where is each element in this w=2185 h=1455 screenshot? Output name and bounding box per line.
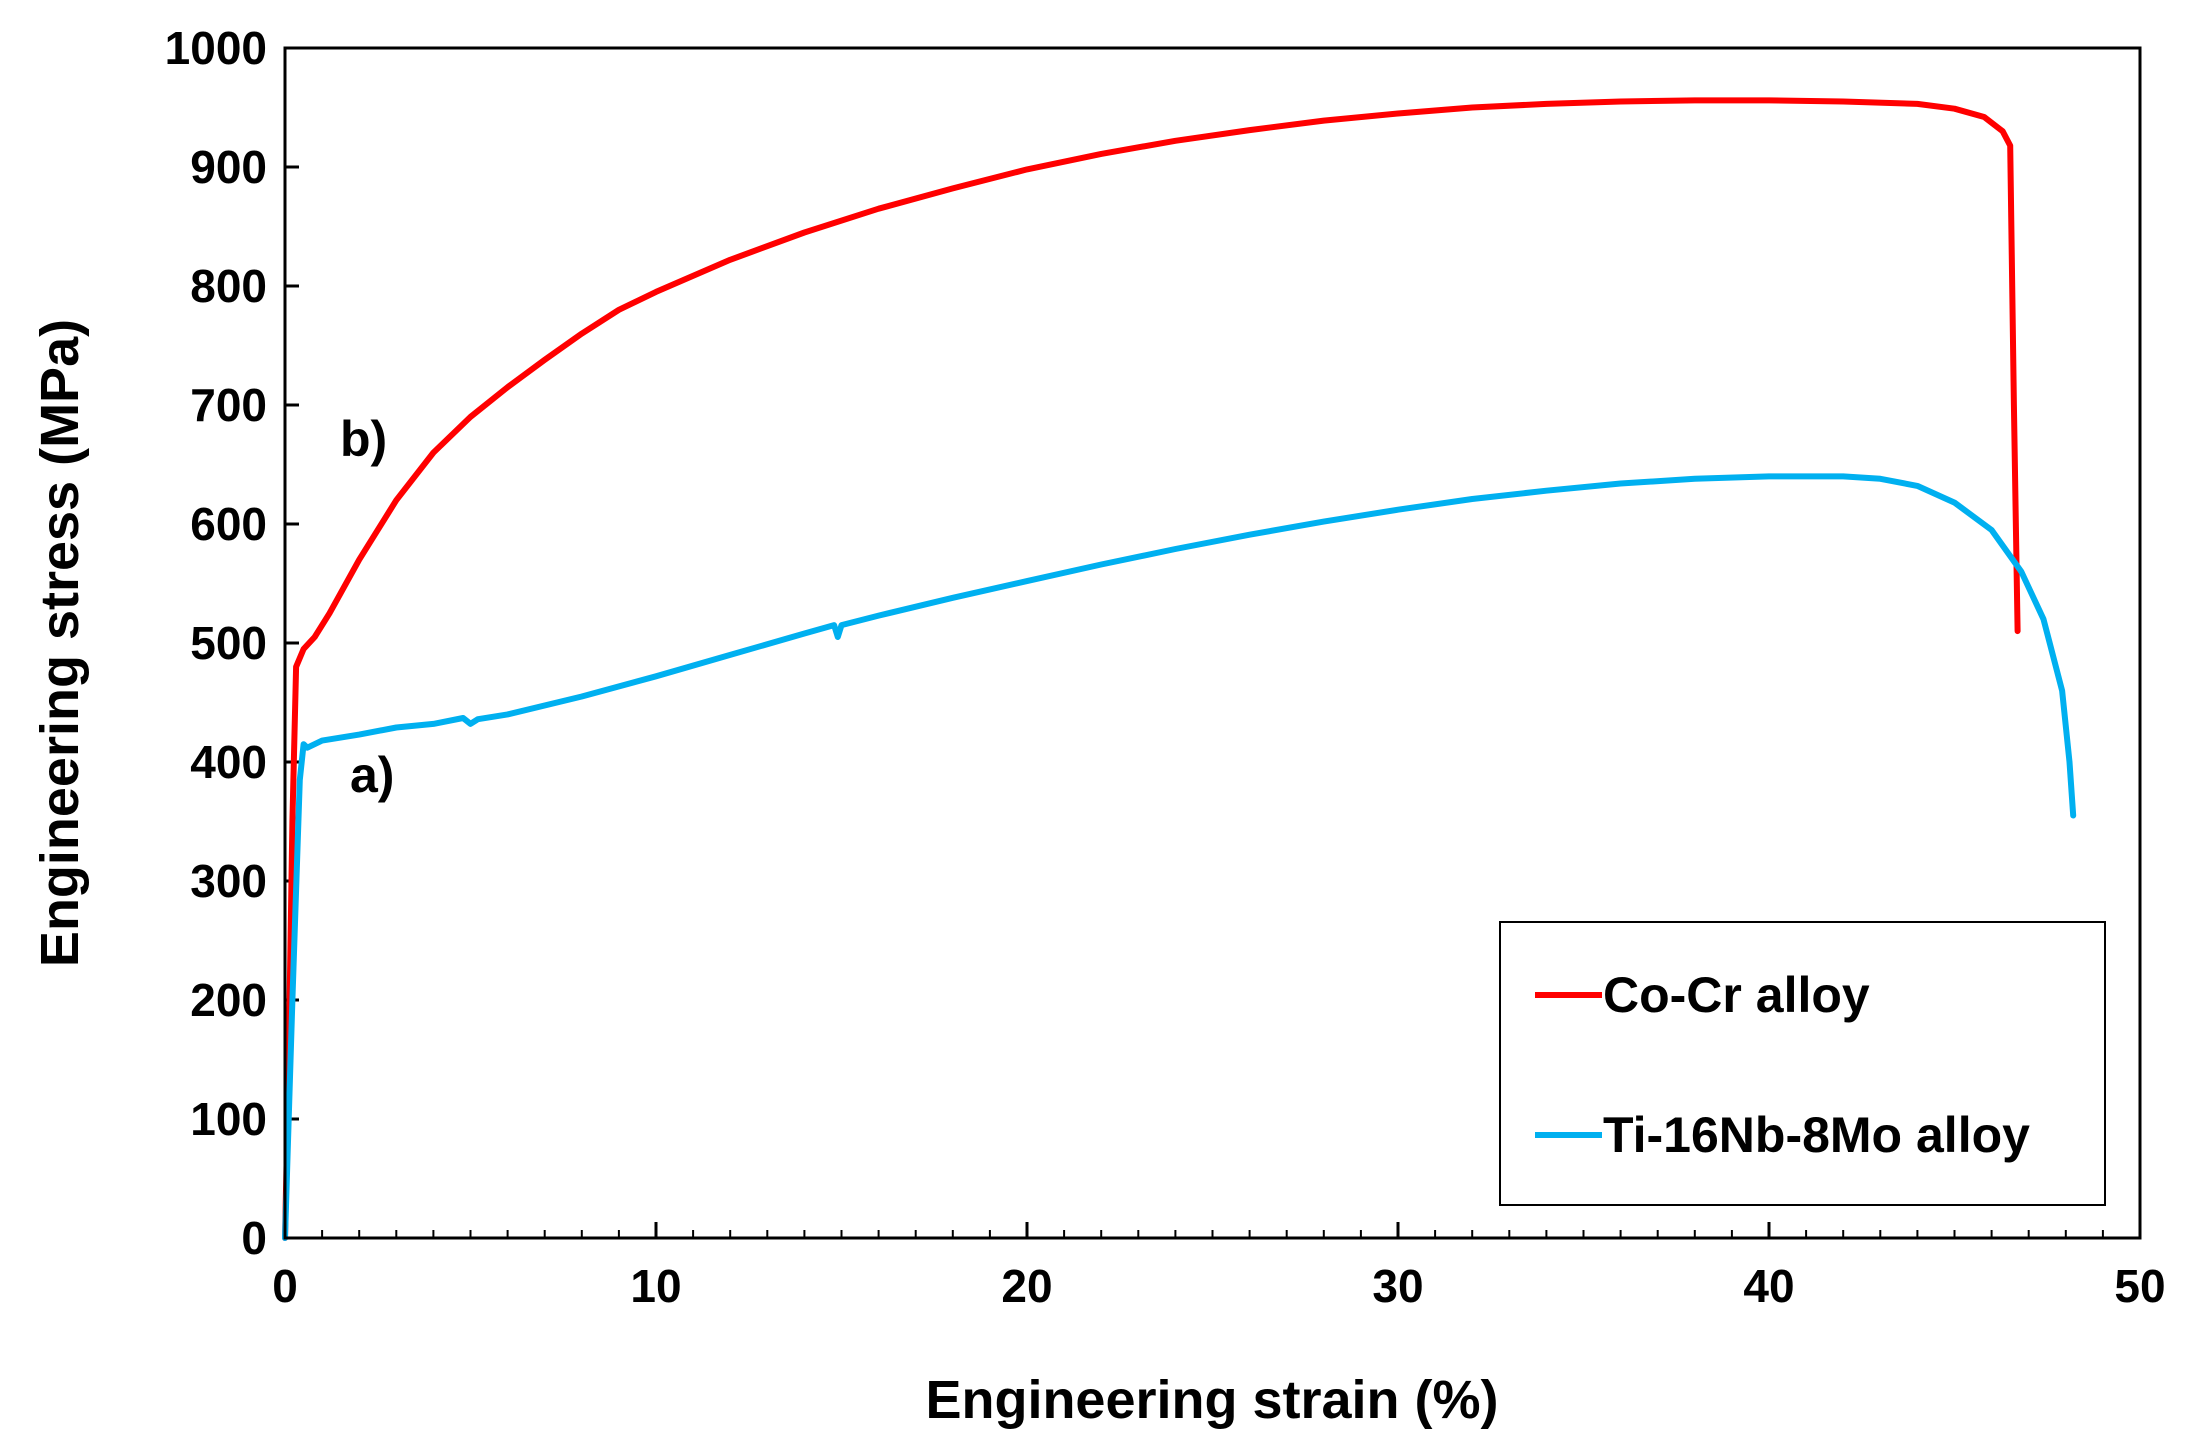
- plot-area-frame: [283, 46, 2142, 1240]
- legend-label-co-cr: Co-Cr alloy: [1603, 967, 1870, 1023]
- y-tick-label: 100: [190, 1093, 267, 1145]
- x-tick-label: 30: [1372, 1260, 1423, 1312]
- series-line-ti-nb-mo: [282, 473, 2077, 1241]
- x-tick-label: 40: [1743, 1260, 1794, 1312]
- ticks-layer: 0 100 200 300 400 500 600 700 800 900 1000 0 10 20 30 4…: [165, 22, 2166, 1312]
- series-line-co-cr: [282, 97, 2021, 1241]
- legend-box: [1499, 921, 2106, 1206]
- y-tick-label: 400: [190, 736, 267, 788]
- x-tick-label: 10: [630, 1260, 681, 1312]
- y-tick-label: 500: [190, 617, 267, 669]
- annotation-b: b): [340, 411, 387, 467]
- legend-label-ti-nb-mo: Ti-16Nb-8Mo alloy: [1603, 1107, 2030, 1163]
- y-tick-label: 900: [190, 141, 267, 193]
- y-tick-label: 1000: [165, 22, 267, 74]
- y-tick-label: 200: [190, 974, 267, 1026]
- annotation-a: a): [350, 747, 394, 803]
- y-tick-label: 0: [241, 1212, 267, 1264]
- y-tick-label: 300: [190, 855, 267, 907]
- y-axis-title: Engineering stress (MPa): [30, 319, 90, 967]
- y-tick-label: 700: [190, 379, 267, 431]
- y-tick-label: 800: [190, 260, 267, 312]
- legend: Co-Cr alloy Ti-16Nb-8Mo alloy: [1499, 921, 2106, 1206]
- x-axis-title: Engineering strain (%): [925, 1370, 1498, 1430]
- x-tick-label: 0: [272, 1260, 298, 1312]
- x-tick-label: 20: [1001, 1260, 1052, 1312]
- y-tick-label: 600: [190, 498, 267, 550]
- series-layer: [282, 97, 2077, 1241]
- x-tick-label: 50: [2114, 1260, 2165, 1312]
